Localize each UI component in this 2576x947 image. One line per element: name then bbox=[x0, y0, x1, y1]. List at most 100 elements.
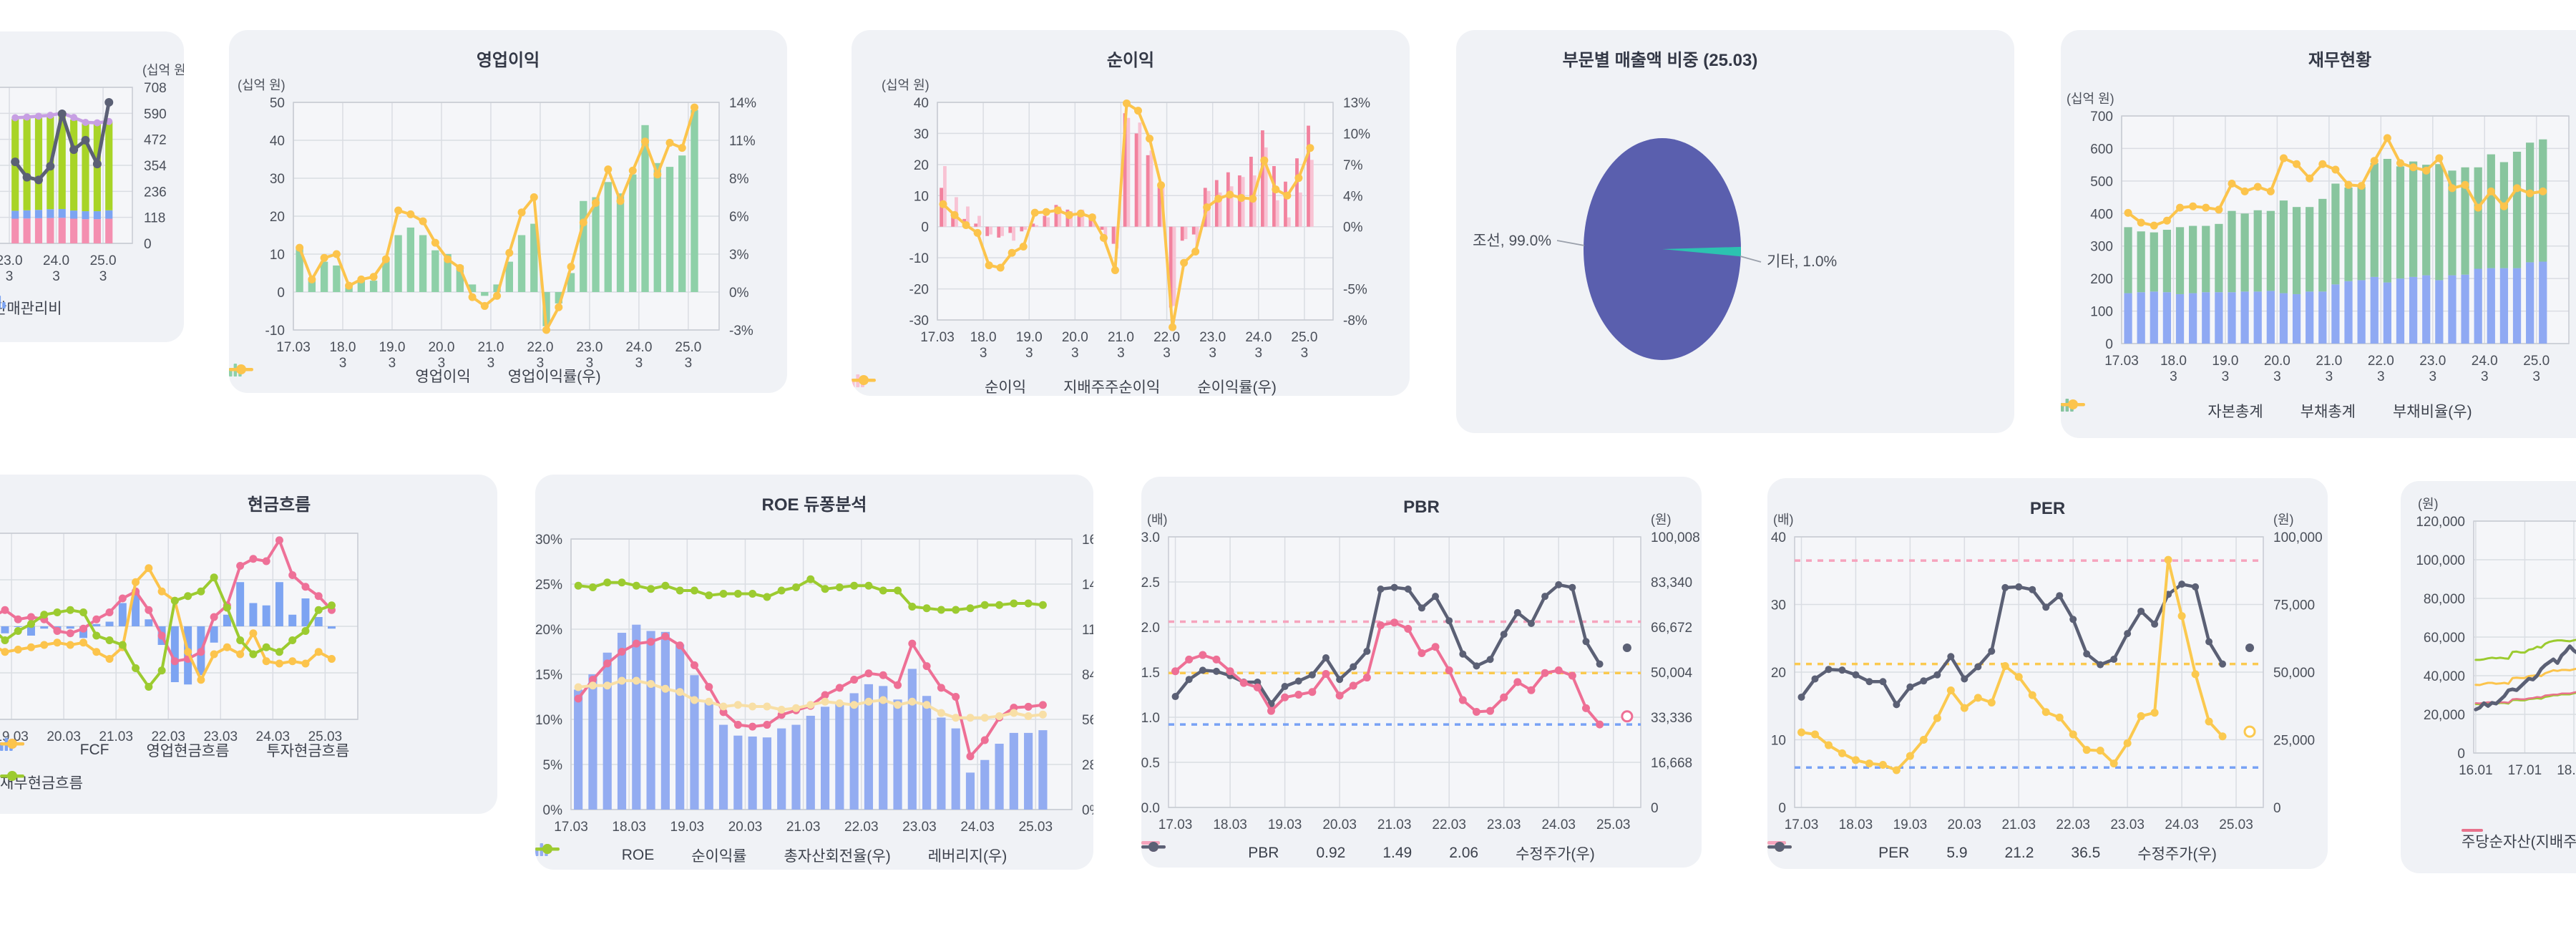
legend-item-net-0[interactable]: 순이익 bbox=[852, 374, 1026, 396]
svg-text:19.03: 19.03 bbox=[670, 820, 705, 835]
legend-item-pbr-4[interactable]: 수정주가(우) bbox=[1141, 842, 1595, 864]
svg-text:590: 590 bbox=[144, 107, 167, 122]
legend-item-cost-0[interactable]: 판매관리비 bbox=[0, 296, 62, 319]
svg-text:-20: -20 bbox=[909, 283, 929, 298]
cost-legend-row0: 판매관리비 bbox=[0, 296, 184, 320]
legend-item-per-2[interactable]: 21.2 bbox=[1767, 841, 2034, 862]
svg-text:25.0: 25.0 bbox=[90, 253, 117, 268]
legend-item-cash-0[interactable]: FCF bbox=[0, 738, 109, 759]
legend-item-net-2[interactable]: 순이익률(우) bbox=[852, 375, 1277, 396]
svg-text:25.0: 25.0 bbox=[1291, 330, 1317, 345]
legend-item-pbr-2[interactable]: 1.49 bbox=[1141, 841, 1412, 862]
svg-text:3: 3 bbox=[389, 356, 396, 371]
legend-item-per-1[interactable]: 5.9 bbox=[1767, 841, 1968, 862]
svg-text:4%: 4% bbox=[1343, 189, 1363, 204]
card-per: PER 40 100,000 30 75,000 20 50,000 10 25,000 0 0 (배… bbox=[1767, 478, 2328, 869]
legend-item-pbr-0[interactable]: PBR bbox=[1141, 842, 1279, 862]
legend-item-per-0[interactable]: PER bbox=[1767, 842, 1909, 862]
svg-text:3: 3 bbox=[339, 356, 347, 371]
svg-text:700: 700 bbox=[2090, 110, 2113, 125]
svg-text:25.03: 25.03 bbox=[1019, 820, 1053, 835]
legend-item-fin-0[interactable]: 자본총계 bbox=[2061, 399, 2263, 422]
svg-text:3: 3 bbox=[1117, 346, 1125, 361]
svg-text:17.03: 17.03 bbox=[1158, 817, 1193, 832]
legend-item-bps-0[interactable]: 주당순자산(지배주주) bbox=[2462, 829, 2576, 852]
legend-item-roe-0[interactable]: ROE bbox=[535, 843, 654, 864]
legend-item-cash-2[interactable]: 투자현금흐름 bbox=[0, 739, 349, 761]
svg-text:22.03: 22.03 bbox=[1432, 817, 1466, 832]
legend-item-per-3[interactable]: 36.5 bbox=[1767, 841, 2100, 862]
legend-item-fin-1[interactable]: 부채총계 bbox=[2061, 399, 2356, 422]
svg-text:100: 100 bbox=[2090, 305, 2113, 320]
svg-text:0%: 0% bbox=[543, 803, 563, 818]
svg-text:재무현황: 재무현황 bbox=[2308, 51, 2371, 70]
legend-item-op-0[interactable]: 영업이익 bbox=[229, 364, 471, 387]
bps-chart: 120,000 100,000 80,000 60,000 40,000 20,000 0 (… bbox=[2416, 497, 2576, 778]
card-cash: 현금흐름17.0318.0319.0320.0321.0322.0323.032… bbox=[0, 475, 497, 814]
legend-item-net-1[interactable]: 지배주주순이익 bbox=[852, 374, 1160, 396]
svg-text:354: 354 bbox=[144, 159, 167, 174]
svg-text:영업이익: 영업이익 bbox=[477, 51, 540, 70]
legend-item-cash-3[interactable]: 재무현금흐름 bbox=[0, 771, 83, 793]
svg-text:16.01: 16.01 bbox=[2459, 763, 2493, 778]
svg-text:0: 0 bbox=[2273, 801, 2281, 816]
svg-text:21.03: 21.03 bbox=[786, 820, 821, 835]
card-roe: ROE 듀퐁분석 30% 168% 25% 140% 20% 112% 15% 84% 10% 56… bbox=[535, 475, 1093, 870]
svg-text:(원): (원) bbox=[2418, 497, 2439, 511]
legend-item-op-1[interactable]: 영업이익률(우) bbox=[229, 364, 601, 387]
svg-text:83,340: 83,340 bbox=[1651, 576, 1692, 591]
svg-text:20.03: 20.03 bbox=[47, 729, 81, 744]
svg-text:25.03: 25.03 bbox=[2219, 817, 2253, 832]
cash-legend-row0: FCF 영업현금흐름 투자현금흐름 bbox=[0, 738, 429, 762]
svg-text:현금흐름: 현금흐름 bbox=[248, 495, 311, 515]
svg-text:0%: 0% bbox=[1343, 220, 1363, 235]
svg-text:24.0: 24.0 bbox=[625, 340, 652, 355]
legend-item-roe-3[interactable]: 레버리지(우) bbox=[535, 844, 1007, 866]
svg-text:3: 3 bbox=[6, 269, 14, 284]
net-chart: 순이익 40 13% 30 10% 20 7% 10 4% 0 0% -10 -20 -5% -30 -8% (… bbox=[882, 51, 1370, 361]
svg-text:3: 3 bbox=[586, 356, 594, 371]
pbr-chart: PBR 3.0 100,008 2.5 83,340 2.0 66,672 1.5 50,004… bbox=[1141, 497, 1700, 832]
svg-text:20,000: 20,000 bbox=[2424, 708, 2465, 723]
svg-text:24.03: 24.03 bbox=[256, 729, 291, 744]
svg-text:30: 30 bbox=[1771, 598, 1786, 613]
op-chart: 영업이익 50 14% 40 11% 30 8% 20 6% 10 3% 0 0% -10 -3% (십억 원… bbox=[238, 51, 756, 371]
svg-text:13%: 13% bbox=[1343, 96, 1370, 111]
svg-text:472: 472 bbox=[144, 133, 167, 148]
svg-text:19.0: 19.0 bbox=[379, 340, 405, 355]
svg-text:3: 3 bbox=[52, 269, 60, 284]
svg-text:PBR: PBR bbox=[1403, 497, 1440, 517]
svg-text:20.03: 20.03 bbox=[1948, 817, 1982, 832]
legend-item-pbr-3[interactable]: 2.06 bbox=[1141, 841, 1478, 862]
svg-text:30: 30 bbox=[914, 127, 929, 142]
legend-item-roe-2[interactable]: 총자산회전율(우) bbox=[535, 844, 891, 866]
svg-text:40: 40 bbox=[270, 134, 285, 149]
svg-text:3: 3 bbox=[2222, 369, 2230, 384]
svg-text:24.03: 24.03 bbox=[2165, 817, 2199, 832]
legend-item-per-4[interactable]: 수정주가(우) bbox=[1767, 842, 2217, 864]
svg-text:-8%: -8% bbox=[1343, 314, 1367, 329]
svg-text:10: 10 bbox=[914, 189, 929, 204]
svg-text:20%: 20% bbox=[535, 623, 562, 638]
legend-item-fin-2[interactable]: 부채비율(우) bbox=[2061, 399, 2472, 422]
svg-text:120,000: 120,000 bbox=[2416, 515, 2465, 530]
svg-text:3: 3 bbox=[1025, 346, 1033, 361]
svg-text:17.03: 17.03 bbox=[554, 820, 588, 835]
svg-text:17.03: 17.03 bbox=[920, 330, 955, 345]
svg-text:-5%: -5% bbox=[1343, 283, 1367, 298]
card-op: 영업이익 50 14% 40 11% 30 8% 20 6% 10 3% 0 0% -10 -3% (십억 원… bbox=[229, 30, 787, 393]
svg-text:2.5: 2.5 bbox=[1141, 576, 1160, 591]
svg-text:(십억 원): (십억 원) bbox=[142, 63, 184, 77]
svg-text:56%: 56% bbox=[1082, 713, 1093, 728]
legend-item-roe-1[interactable]: 순이익률 bbox=[535, 844, 746, 866]
svg-text:3: 3 bbox=[685, 356, 693, 371]
svg-text:200: 200 bbox=[2090, 272, 2113, 287]
legend-item-pbr-1[interactable]: 0.92 bbox=[1141, 841, 1345, 862]
per-chart: PER 40 100,000 30 75,000 20 50,000 10 25,000 0 0 (배… bbox=[1771, 499, 2323, 832]
svg-text:3: 3 bbox=[980, 346, 987, 361]
bps-legend-row0: 주당순자산(지배주주) bbox=[2462, 829, 2576, 853]
legend-item-cash-1[interactable]: 영업현금흐름 bbox=[0, 739, 229, 761]
svg-text:3: 3 bbox=[2481, 369, 2489, 384]
svg-text:15%: 15% bbox=[535, 668, 562, 683]
